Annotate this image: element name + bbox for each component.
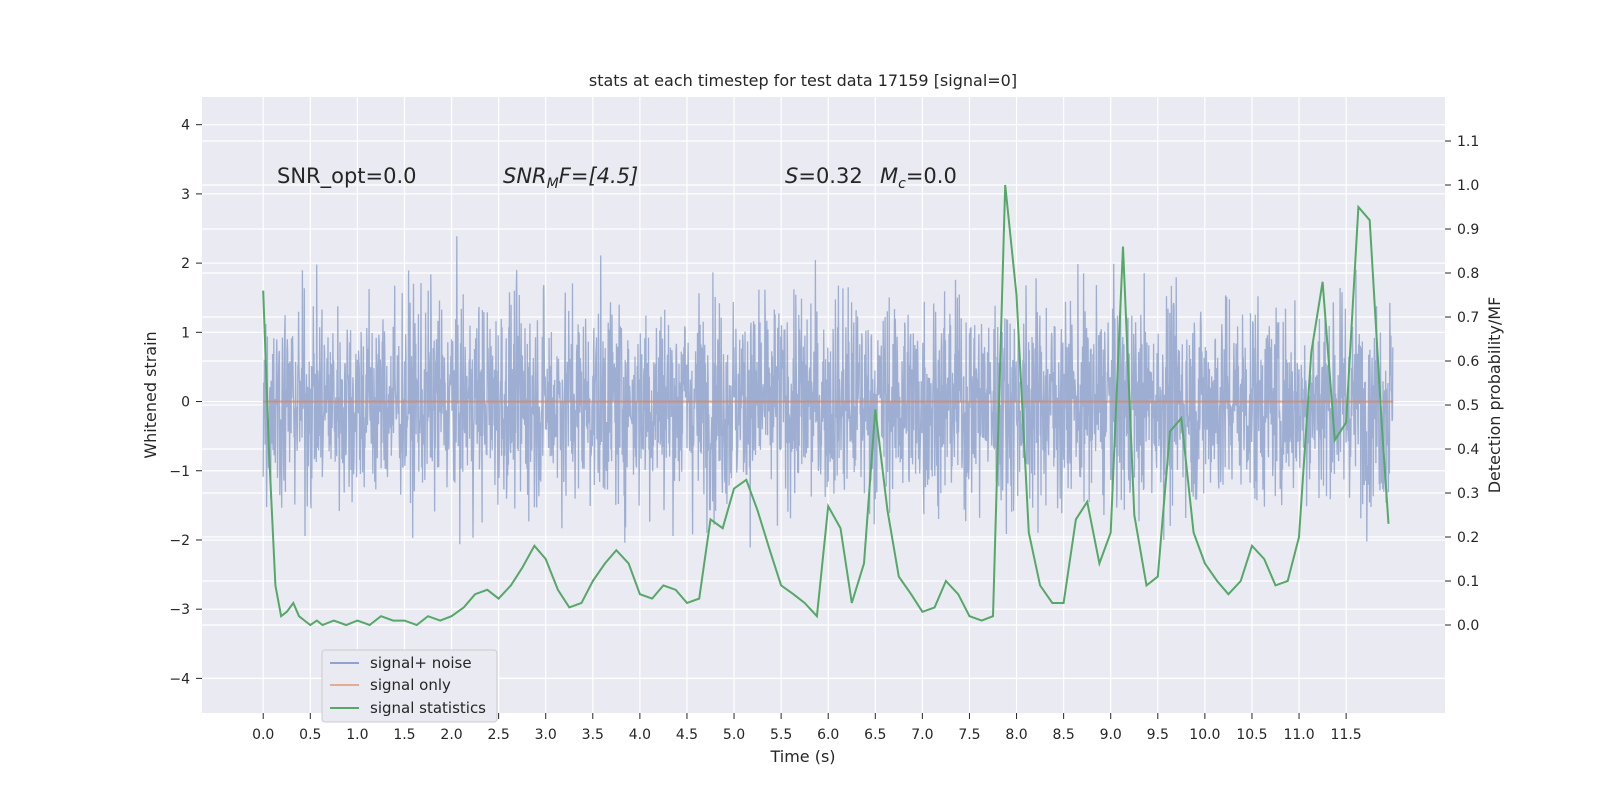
annotation-s-label: S bbox=[785, 164, 798, 188]
legend: signal+ noise signal only signal statist… bbox=[321, 649, 498, 723]
x-tick-label: 9.5 bbox=[1147, 727, 1169, 743]
x-tick-label: 0.5 bbox=[299, 727, 321, 743]
x-tick-label: 8.5 bbox=[1052, 727, 1074, 743]
x-axis-label: Time (s) bbox=[769, 747, 835, 766]
y-left-tick-label: 0 bbox=[181, 395, 190, 411]
legend-label-signal-only: signal only bbox=[370, 676, 451, 694]
y-axis-right-label: Detection probability/MF bbox=[1485, 297, 1504, 494]
y-right-tick-label: 0.1 bbox=[1457, 574, 1479, 590]
y-axis-left-label: Whitened strain bbox=[141, 331, 160, 458]
x-tick-label: 2.5 bbox=[487, 727, 509, 743]
y-right-tick-label: 0.9 bbox=[1457, 222, 1479, 238]
chart-title: stats at each timestep for test data 171… bbox=[589, 71, 1017, 90]
y-left-tick-label: 4 bbox=[181, 118, 190, 134]
annotation-snr-mf-main: SNR bbox=[503, 164, 547, 188]
x-tick-label: 11.5 bbox=[1331, 727, 1362, 743]
annotation-snr-mf-sub: M bbox=[547, 176, 559, 192]
series-signal-noise bbox=[262, 236, 1394, 548]
annotation-snr-mf-f: F=[4.5] bbox=[559, 164, 638, 188]
y-left-tick-label: −2 bbox=[169, 533, 190, 549]
plot-area: 0.0 0.5 1.0 1.5 2.0 2.5 3.0 3.5 4.0 4.5 5.0 5.5 6.0 6… bbox=[169, 97, 1479, 743]
annotation-mc-sub: c bbox=[898, 176, 906, 192]
x-tick-label: 1.0 bbox=[346, 727, 368, 743]
y-right-tick-label: 0.6 bbox=[1457, 354, 1479, 370]
y-left-tick-label: −3 bbox=[169, 602, 190, 618]
x-tick-label: 5.0 bbox=[723, 727, 745, 743]
x-tick-label: 4.0 bbox=[629, 727, 651, 743]
x-tick-label: 6.5 bbox=[864, 727, 886, 743]
annotation-mc: Mc=0.0 bbox=[880, 164, 957, 192]
x-tick-label: 0.0 bbox=[252, 727, 274, 743]
legend-label-statistics: signal statistics bbox=[370, 699, 486, 717]
y-left-tick-label: 3 bbox=[181, 187, 190, 203]
y-right-tick-label: 0.5 bbox=[1457, 398, 1479, 414]
x-tick-label: 1.5 bbox=[393, 727, 415, 743]
x-tick-label: 7.0 bbox=[911, 727, 933, 743]
x-tick-label: 3.5 bbox=[582, 727, 604, 743]
y-left-tick-label: −1 bbox=[169, 464, 190, 480]
x-tick-label: 7.5 bbox=[958, 727, 980, 743]
y-right-tick-label: 0.2 bbox=[1457, 530, 1479, 546]
legend-box bbox=[321, 649, 498, 723]
y-right-tick-label: 0.7 bbox=[1457, 310, 1479, 326]
annotation-snr-mf: SNRMF=[4.5] bbox=[503, 164, 638, 192]
y-left-tick-label: 1 bbox=[181, 325, 190, 341]
x-tick-label: 8.0 bbox=[1005, 727, 1027, 743]
series-signal-statistics bbox=[262, 184, 1390, 627]
x-tick-label: 10.0 bbox=[1189, 727, 1220, 743]
annotation-mc-label: M bbox=[880, 164, 898, 188]
x-tick-label: 4.5 bbox=[676, 727, 698, 743]
y-right-tick-label: 0.3 bbox=[1457, 486, 1479, 502]
x-tick-label: 3.0 bbox=[535, 727, 557, 743]
y-right-tick-label: 1.0 bbox=[1457, 178, 1479, 194]
annotation-s: S=0.32 bbox=[785, 164, 863, 188]
x-tick-label: 2.0 bbox=[440, 727, 462, 743]
y-left-tick-label: −4 bbox=[169, 671, 190, 687]
x-tick-label: 6.0 bbox=[817, 727, 839, 743]
legend-label-noise: signal+ noise bbox=[370, 654, 472, 672]
annotation-snr-opt: SNR_opt=0.0 bbox=[277, 164, 417, 189]
x-tick-label: 9.0 bbox=[1100, 727, 1122, 743]
annotation-mc-value: =0.0 bbox=[906, 164, 957, 188]
x-tick-label: 5.5 bbox=[770, 727, 792, 743]
x-tick-label: 11.0 bbox=[1283, 727, 1314, 743]
y-right-tick-label: 0.4 bbox=[1457, 442, 1479, 458]
y-right-tick-label: 0.0 bbox=[1457, 618, 1479, 634]
y-right-tick-label: 0.8 bbox=[1457, 266, 1479, 282]
x-tick-label: 10.5 bbox=[1236, 727, 1267, 743]
y-left-tick-label: 2 bbox=[181, 256, 190, 272]
y-right-tick-label: 1.1 bbox=[1457, 134, 1479, 150]
annotation-s-value: =0.32 bbox=[798, 164, 862, 188]
